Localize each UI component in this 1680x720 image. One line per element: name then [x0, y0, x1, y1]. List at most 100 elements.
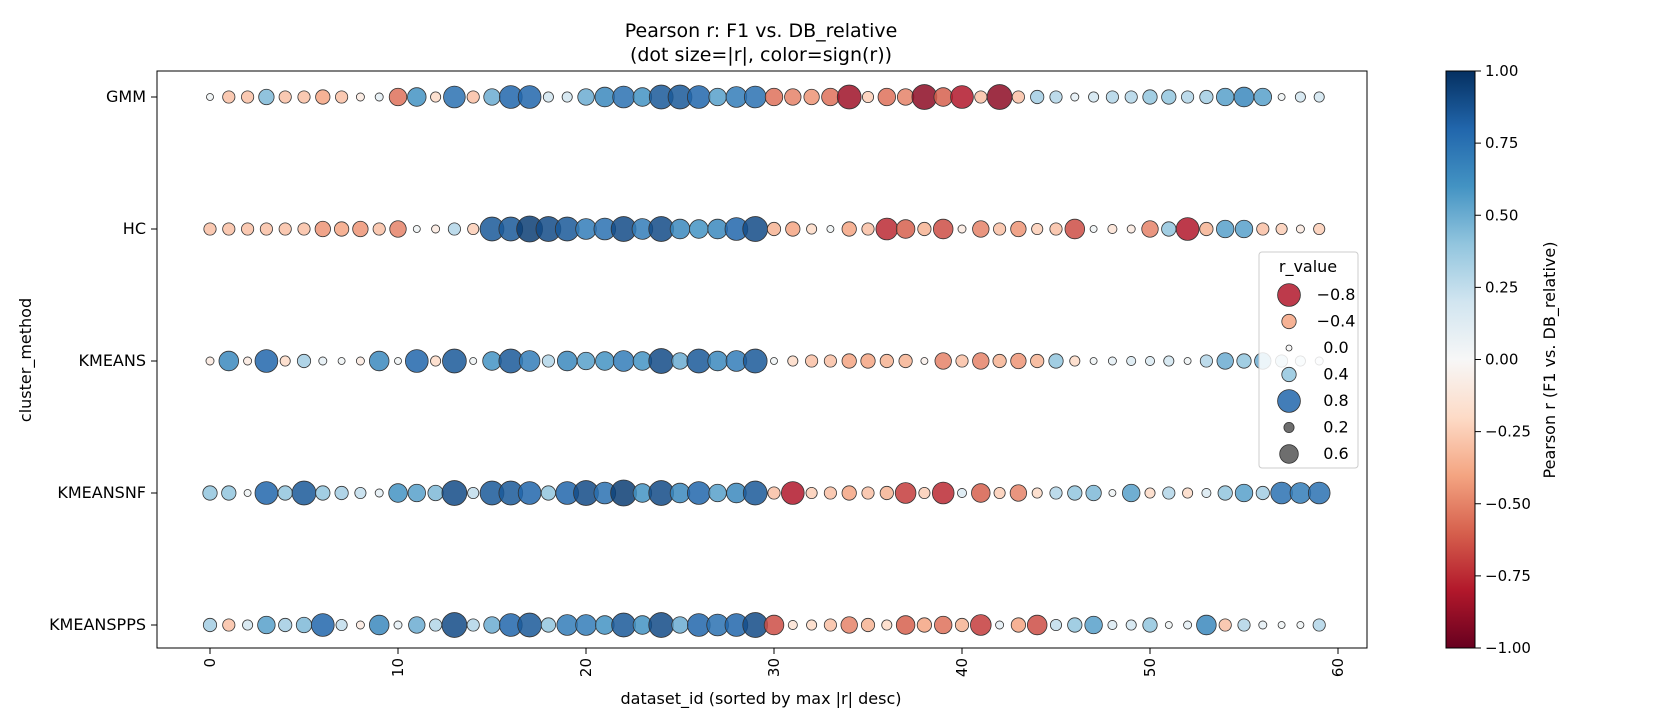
- data-point-kmeansnf-53: [1201, 488, 1212, 498]
- legend-label: 0.6: [1323, 444, 1348, 463]
- data-point-kmeansnf-8: [354, 486, 367, 500]
- data-point-kmeans-1: [218, 350, 240, 372]
- data-point-gmm-42: [986, 84, 1013, 110]
- data-point-kmeanspps-25: [671, 616, 689, 634]
- data-point-gmm-14: [466, 90, 480, 104]
- data-point-kmeans-51: [1163, 355, 1175, 367]
- data-point-kmeanspps-22: [611, 612, 636, 638]
- data-point-kmeansnf-58: [1289, 482, 1312, 504]
- data-point-gmm-1: [222, 90, 236, 104]
- legend-label: 0.0: [1323, 338, 1348, 357]
- data-point-kmeans-38: [920, 357, 929, 365]
- data-point-kmeanspps-2: [242, 619, 254, 631]
- data-point-kmeansnf-40: [957, 488, 967, 498]
- data-point-gmm-32: [803, 88, 820, 106]
- colorbar-tick-label: −0.50: [1485, 495, 1531, 513]
- data-point-kmeansnf-3: [254, 481, 279, 505]
- data-point-kmeansnf-44: [1031, 487, 1043, 499]
- data-point-hc-57: [1275, 222, 1288, 236]
- data-point-hc-2: [241, 222, 255, 236]
- data-point-kmeanspps-13: [441, 612, 468, 638]
- data-point-kmeanspps-40: [954, 617, 970, 633]
- x-tick-label: 30: [765, 658, 783, 677]
- data-point-kmeanspps-12: [429, 618, 443, 632]
- data-point-hc-41: [972, 220, 990, 238]
- data-point-kmeansnf-25: [669, 482, 691, 504]
- data-point-hc-13: [447, 222, 461, 236]
- data-point-gmm-5: [297, 90, 311, 104]
- data-point-hc-32: [806, 223, 818, 235]
- data-point-kmeans-21: [595, 351, 615, 371]
- data-point-hc-10: [389, 220, 407, 238]
- data-point-hc-36: [875, 217, 899, 241]
- data-points: [202, 84, 1331, 638]
- data-point-kmeans-14: [469, 357, 478, 365]
- data-point-kmeanspps-43: [1010, 617, 1027, 633]
- y-axis-label: cluster_method: [16, 298, 36, 422]
- data-point-kmeansnf-54: [1217, 485, 1233, 501]
- data-point-kmeanspps-55: [1237, 618, 1251, 632]
- data-point-gmm-29: [743, 85, 767, 109]
- data-point-kmeans-25: [671, 352, 689, 370]
- data-point-gmm-27: [708, 87, 727, 107]
- y-tick-label: KMEANSPPS: [49, 615, 146, 634]
- data-point-gmm-49: [1124, 90, 1138, 104]
- data-point-kmeansnf-26: [686, 481, 711, 505]
- data-point-kmeanspps-9: [368, 614, 390, 636]
- data-point-hc-29: [742, 216, 769, 242]
- data-point-kmeans-11: [404, 349, 429, 373]
- plot-frame: [156, 70, 1368, 649]
- data-point-kmeansnf-10: [388, 483, 408, 503]
- legend-marker: [1285, 344, 1293, 352]
- data-point-gmm-46: [1070, 92, 1080, 102]
- data-point-hc-14: [467, 222, 480, 236]
- data-point-kmeansnf-14: [467, 486, 480, 500]
- data-point-kmeansnf-33: [823, 486, 837, 500]
- data-point-hc-30: [766, 221, 782, 237]
- data-point-hc-38: [917, 221, 932, 237]
- data-point-hc-40: [957, 224, 967, 234]
- colorbar-tick-label: 0.00: [1485, 351, 1518, 369]
- data-point-kmeansnf-45: [1049, 486, 1063, 500]
- data-point-gmm-12: [430, 91, 442, 103]
- data-point-kmeansnf-18: [540, 485, 557, 501]
- legend-marker: [1281, 366, 1297, 383]
- data-point-kmeanspps-19: [556, 614, 578, 636]
- data-point-hc-26: [689, 219, 709, 239]
- data-point-kmeanspps-50: [1142, 617, 1158, 633]
- data-point-kmeanspps-18: [540, 617, 557, 633]
- data-point-kmeansnf-6: [315, 485, 331, 501]
- legend-marker: [1281, 313, 1297, 330]
- data-point-kmeansnf-41: [971, 483, 991, 503]
- data-point-gmm-7: [335, 90, 349, 104]
- data-point-hc-58: [1295, 224, 1305, 234]
- data-point-kmeans-48: [1107, 356, 1117, 366]
- data-point-hc-4: [278, 222, 292, 236]
- data-point-kmeansnf-9: [374, 488, 384, 498]
- data-point-hc-20: [575, 218, 597, 240]
- data-point-gmm-53: [1199, 89, 1214, 105]
- data-point-hc-1: [222, 222, 236, 236]
- data-point-kmeans-13: [442, 348, 467, 374]
- data-point-kmeansnf-30: [767, 486, 781, 500]
- data-point-hc-55: [1234, 219, 1254, 239]
- y-axis-ticks: GMM HC KMEANS KMEANSNF KMEANSPPS: [49, 87, 157, 634]
- data-point-kmeanspps-24: [648, 612, 675, 638]
- data-point-gmm-30: [764, 87, 784, 107]
- data-point-kmeanspps-58: [1296, 621, 1305, 629]
- data-point-kmeanspps-31: [787, 620, 798, 630]
- data-point-gmm-52: [1181, 90, 1195, 104]
- data-point-kmeans-3: [254, 349, 279, 373]
- data-point-hc-44: [1031, 222, 1044, 236]
- data-point-kmeans-18: [541, 354, 555, 368]
- legend-label: 0.8: [1323, 391, 1348, 410]
- colorbar-tick-label: 0.75: [1485, 134, 1518, 152]
- legend-marker: [1277, 389, 1301, 413]
- data-point-gmm-57: [1277, 93, 1286, 101]
- data-point-hc-42: [993, 222, 1007, 236]
- data-point-kmeanspps-10: [393, 620, 403, 630]
- data-point-kmeanspps-14: [466, 618, 480, 632]
- data-point-kmeanspps-45: [1049, 618, 1063, 632]
- data-point-kmeansnf-50: [1144, 487, 1156, 499]
- data-point-kmeansnf-36: [879, 485, 894, 501]
